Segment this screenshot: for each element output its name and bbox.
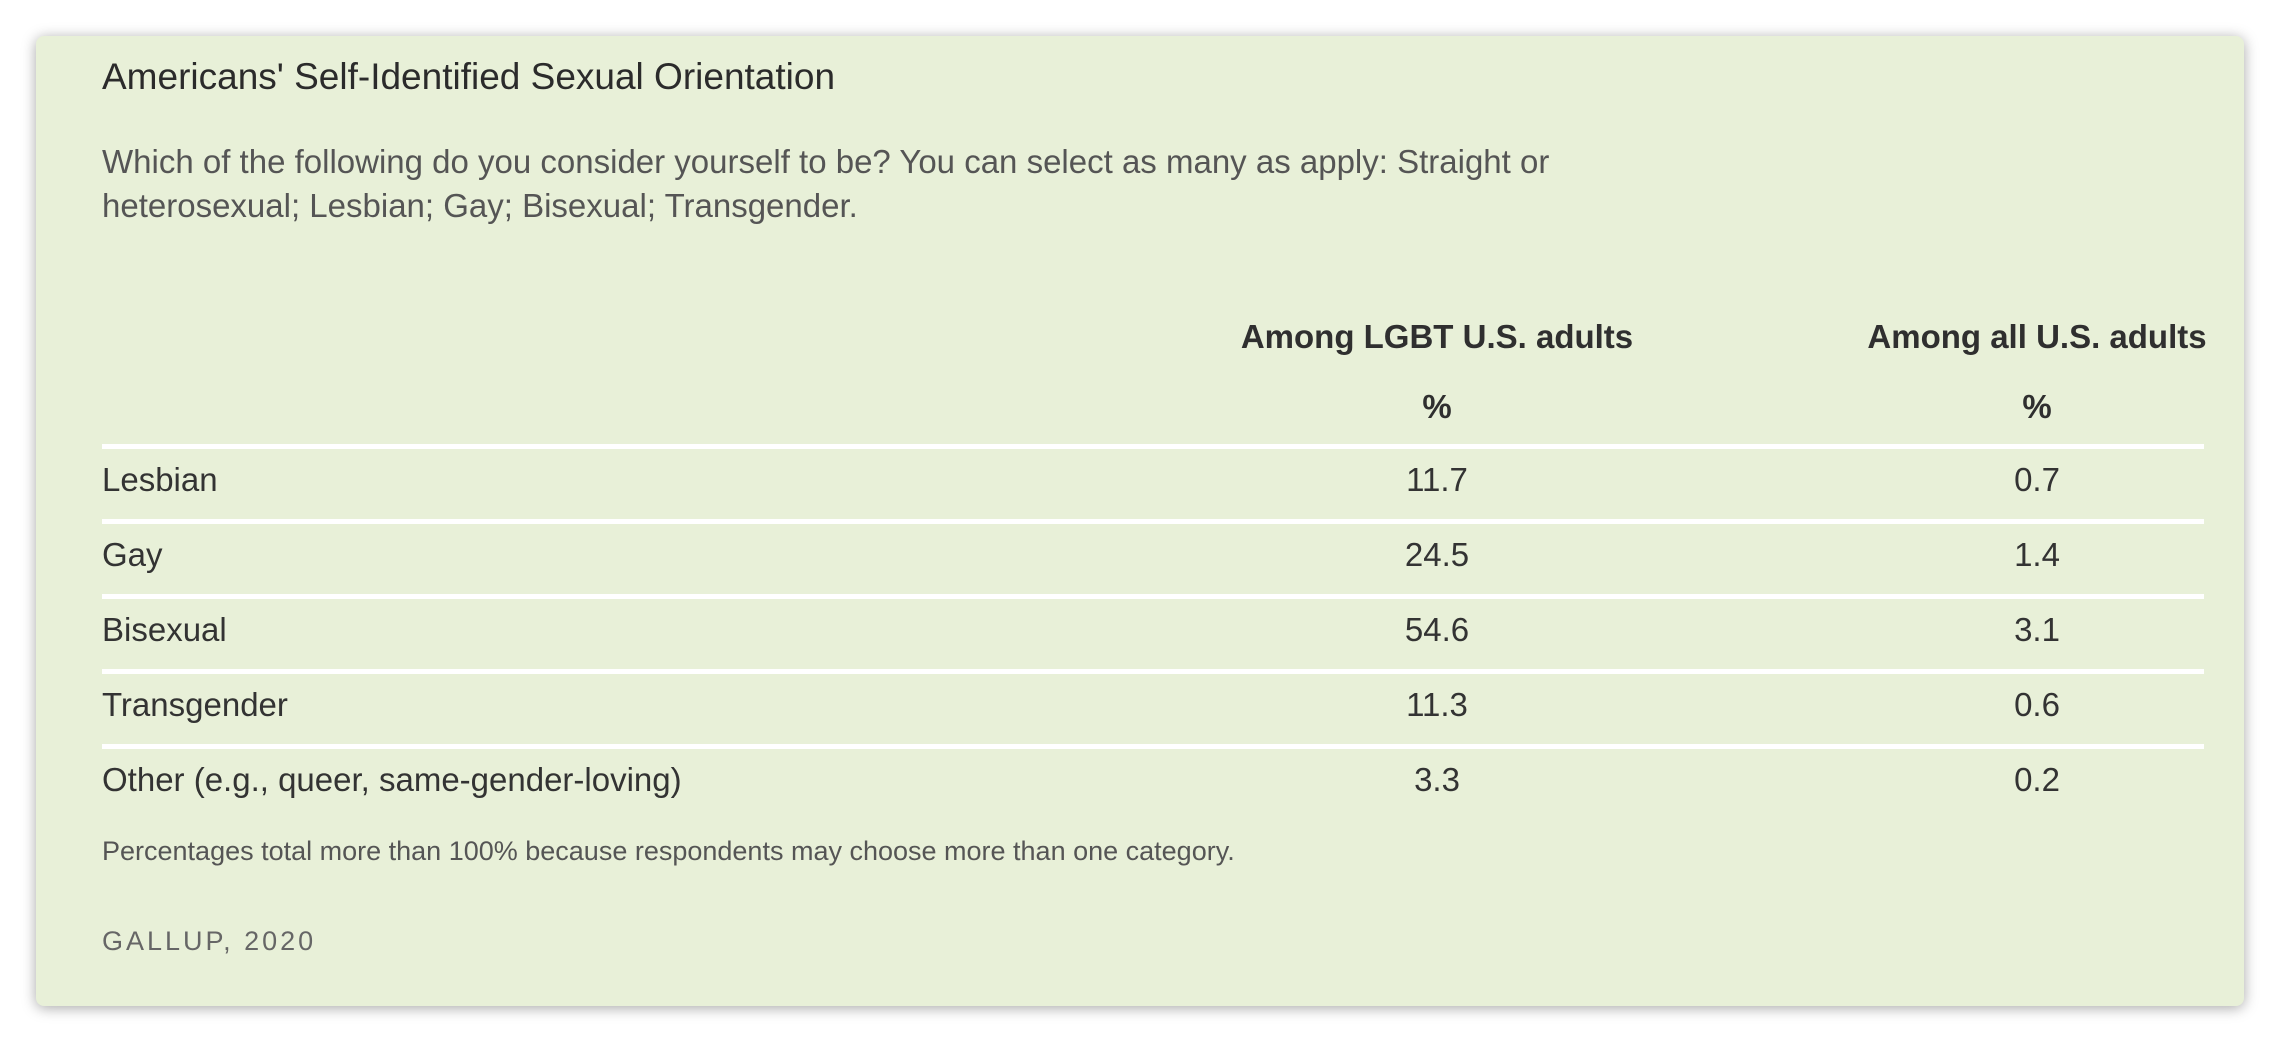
source-credit: GALLUP, 2020	[102, 926, 317, 956]
table-header: Among LGBT U.S. adults Among all U.S. ad…	[102, 276, 2207, 425]
data-table: Among LGBT U.S. adults Among all U.S. ad…	[102, 276, 2207, 798]
row-value-all: 3.1	[2014, 611, 2060, 648]
row-label: Bisexual	[102, 611, 227, 648]
chart-card: Americans' Self-Identified Sexual Orient…	[36, 36, 2244, 1006]
column-unit-lgbt: %	[1422, 388, 1452, 425]
row-label: Other (e.g., queer, same-gender-loving)	[102, 761, 682, 798]
row-value-all: 0.2	[2014, 761, 2060, 798]
chart-title: Americans' Self-Identified Sexual Orient…	[102, 56, 836, 97]
column-header-lgbt: Among LGBT U.S. adults	[1240, 318, 1634, 355]
row-value-lgbt: 3.3	[1414, 761, 1460, 798]
row-value-lgbt: 11.7	[1406, 461, 1468, 498]
row-label: Transgender	[102, 686, 288, 723]
table-row: Bisexual 54.6 3.1	[102, 594, 2204, 669]
table-row: Transgender 11.3 0.6	[102, 669, 2204, 744]
table-row: Lesbian 11.7 0.7	[102, 444, 2204, 519]
row-value-lgbt: 24.5	[1404, 536, 1470, 573]
row-label: Lesbian	[102, 461, 218, 498]
chart-subtitle: Which of the following do you consider y…	[102, 143, 1550, 224]
table-body: Lesbian 11.7 0.7 Gay 24.5 1.4 Bisexual 5…	[102, 444, 2204, 819]
row-value-all: 1.4	[2014, 536, 2060, 573]
row-value-lgbt: 54.6	[1404, 611, 1470, 648]
row-value-lgbt: 11.3	[1406, 686, 1468, 723]
row-value-all: 0.6	[2014, 686, 2060, 723]
row-value-all: 0.7	[2014, 461, 2060, 498]
table-row: Gay 24.5 1.4	[102, 519, 2204, 594]
footnote: Percentages total more than 100% because…	[102, 836, 1235, 866]
column-unit-all: %	[2022, 388, 2052, 425]
table-row: Other (e.g., queer, same-gender-loving) …	[102, 744, 2204, 819]
column-header-all: Among all U.S. adults	[1867, 318, 2207, 355]
row-label: Gay	[102, 536, 163, 573]
